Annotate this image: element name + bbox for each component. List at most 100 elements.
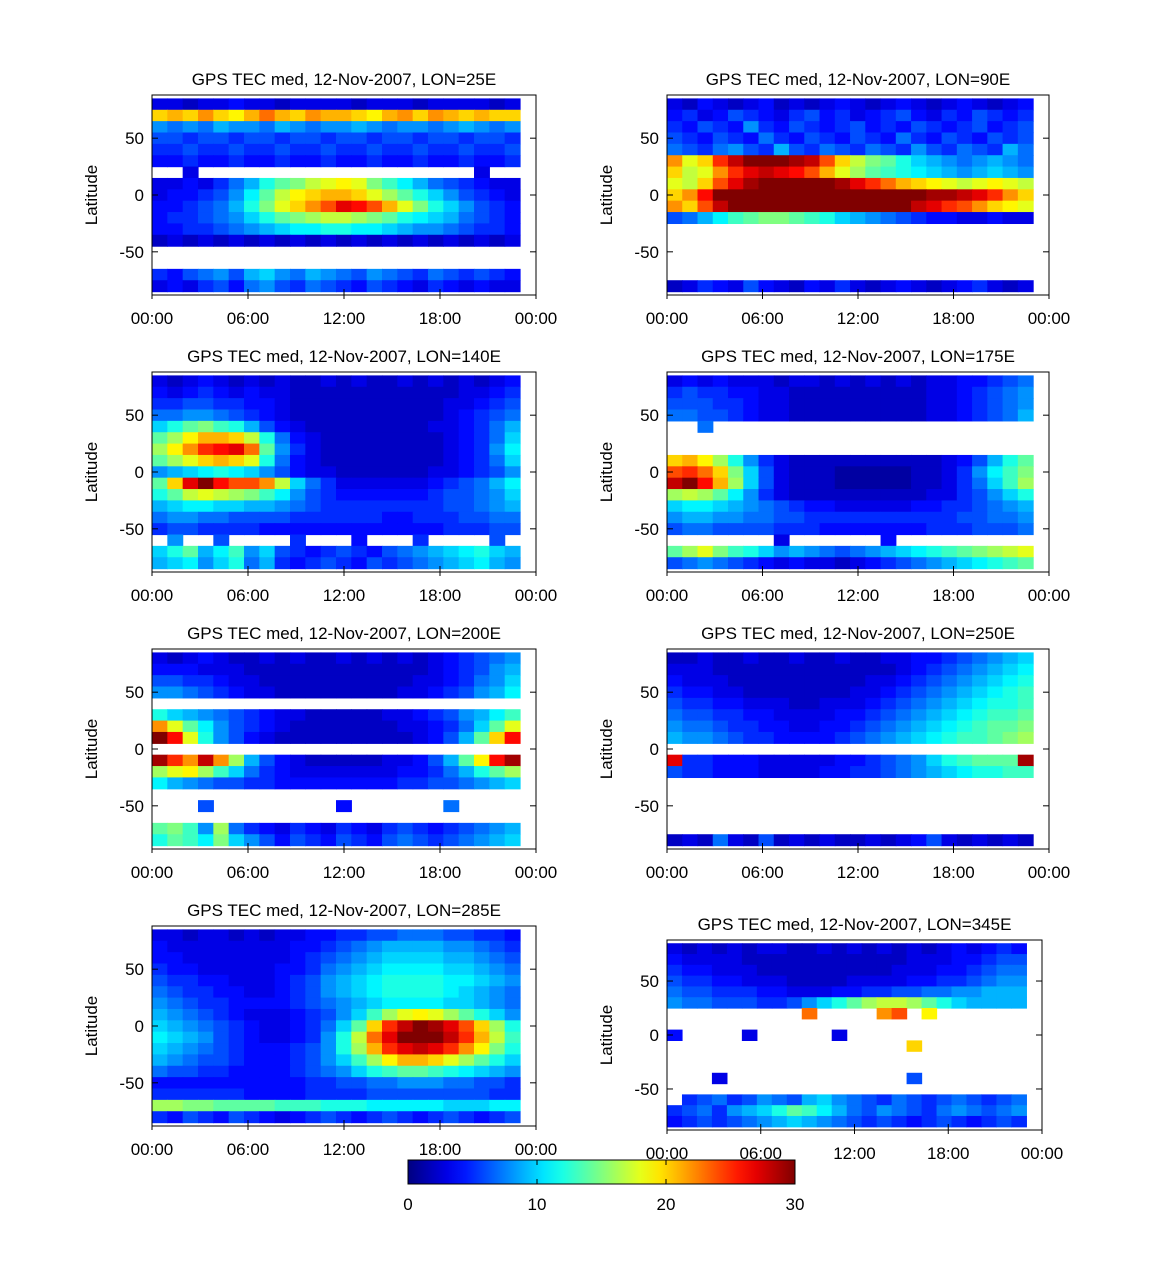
heatmap-cell [152, 523, 168, 536]
heatmap-cell [382, 1099, 398, 1112]
heatmap-cell [167, 477, 184, 490]
heatmap-cell [926, 686, 943, 699]
y-tick-label: 0 [135, 1017, 144, 1036]
heatmap-cell [834, 375, 851, 388]
heatmap-cell [861, 1115, 878, 1128]
heatmap-cell [504, 477, 521, 490]
heatmap-cell [397, 1020, 414, 1033]
heatmap-cell [891, 986, 908, 998]
heatmap-cell [213, 189, 230, 202]
heatmap-cell [244, 155, 260, 168]
heatmap-cell [428, 109, 444, 122]
heatmap-cell [290, 1031, 306, 1044]
heatmap-cell [213, 121, 230, 134]
heatmap-cell [834, 132, 851, 145]
heatmap-cell [458, 121, 475, 134]
heatmap-cell [428, 834, 444, 847]
heatmap-cell [213, 1008, 230, 1021]
heatmap-cell [773, 477, 790, 490]
heatmap-cell [320, 663, 337, 676]
heatmap-cell [743, 398, 760, 411]
heatmap-cell [936, 954, 953, 966]
heatmap-cell [458, 1008, 475, 1021]
heatmap-cell [290, 534, 306, 547]
heatmap-cell [712, 109, 729, 122]
heatmap-cell [865, 109, 882, 122]
heatmap-cell [428, 1111, 444, 1124]
heatmap-cell [956, 545, 973, 558]
heatmap-cell [926, 663, 943, 676]
heatmap-cell [382, 952, 398, 965]
heatmap-cell [274, 1088, 291, 1101]
heatmap-cell [213, 675, 230, 688]
heatmap-cell [667, 454, 683, 467]
heatmap-panel-2: GPS TEC med, 12-Nov-2007, LON=90ELatitud… [597, 70, 1070, 328]
heatmap-cell [397, 754, 414, 767]
heatmap-cell [320, 268, 337, 281]
heatmap-cell [428, 663, 444, 676]
heatmap-cell [474, 1031, 490, 1044]
heatmap-cell [743, 663, 760, 676]
heatmap-cell [351, 652, 368, 665]
heatmap-cell [198, 963, 214, 976]
heatmap-cell [1002, 398, 1019, 411]
heatmap-cell [956, 466, 973, 479]
heatmap-cell [351, 98, 368, 111]
heatmap-cell [443, 489, 460, 502]
heatmap-cell [366, 952, 383, 965]
heatmap-cell [876, 986, 893, 998]
heatmap-cell [489, 466, 506, 479]
heatmap-cell [786, 954, 803, 966]
heatmap-cell [972, 834, 988, 847]
heatmap-cell [382, 155, 398, 168]
heatmap-cell [941, 709, 958, 722]
heatmap-cell [213, 177, 230, 190]
heatmap-cell [880, 280, 897, 293]
heatmap-cell [397, 432, 414, 445]
heatmap-cell [504, 663, 521, 676]
heatmap-cell [711, 1105, 728, 1117]
heatmap-cell [850, 663, 866, 676]
heatmap-cell [167, 557, 184, 570]
heatmap-cell [667, 975, 683, 988]
heatmap-cell [152, 709, 168, 722]
heatmap-cell [228, 997, 245, 1010]
heatmap-cell [443, 1031, 460, 1044]
heatmap-cell [773, 386, 790, 399]
heatmap-cell [850, 98, 866, 111]
heatmap-cell [850, 386, 866, 399]
heatmap-cell [382, 223, 398, 236]
heatmap-cell [351, 777, 368, 790]
heatmap-cell [972, 709, 988, 722]
heatmap-cell [966, 986, 983, 998]
heatmap-cell [981, 964, 998, 977]
heatmap-cell [259, 1020, 276, 1033]
heatmap-cell [941, 280, 958, 293]
heatmap-cell [911, 545, 927, 558]
heatmap-cell [743, 766, 760, 779]
heatmap-cell [198, 420, 214, 433]
heatmap-cell [911, 454, 927, 467]
heatmap-cell [228, 223, 245, 236]
heatmap-cell [504, 545, 521, 558]
heatmap-cell [366, 409, 383, 422]
heatmap-cell [712, 166, 729, 179]
heatmap-cell [834, 189, 851, 202]
heatmap-cell [850, 466, 866, 479]
heatmap-cell [182, 675, 199, 688]
heatmap-cell [911, 98, 927, 111]
heatmap-cell [443, 454, 460, 467]
heatmap-cell [290, 1088, 306, 1101]
heatmap-cell [182, 986, 199, 999]
heatmap-cell [850, 155, 866, 168]
heatmap-cell [911, 477, 927, 490]
heatmap-cell [228, 121, 245, 134]
heatmap-cell [474, 409, 490, 422]
heatmap-cell [213, 1020, 230, 1033]
heatmap-cell [834, 686, 851, 699]
heatmap-cell [167, 280, 184, 293]
heatmap-cell [789, 155, 805, 168]
heatmap-cell [728, 511, 744, 524]
heatmap-cell [819, 731, 836, 744]
heatmap-cell [504, 997, 521, 1010]
